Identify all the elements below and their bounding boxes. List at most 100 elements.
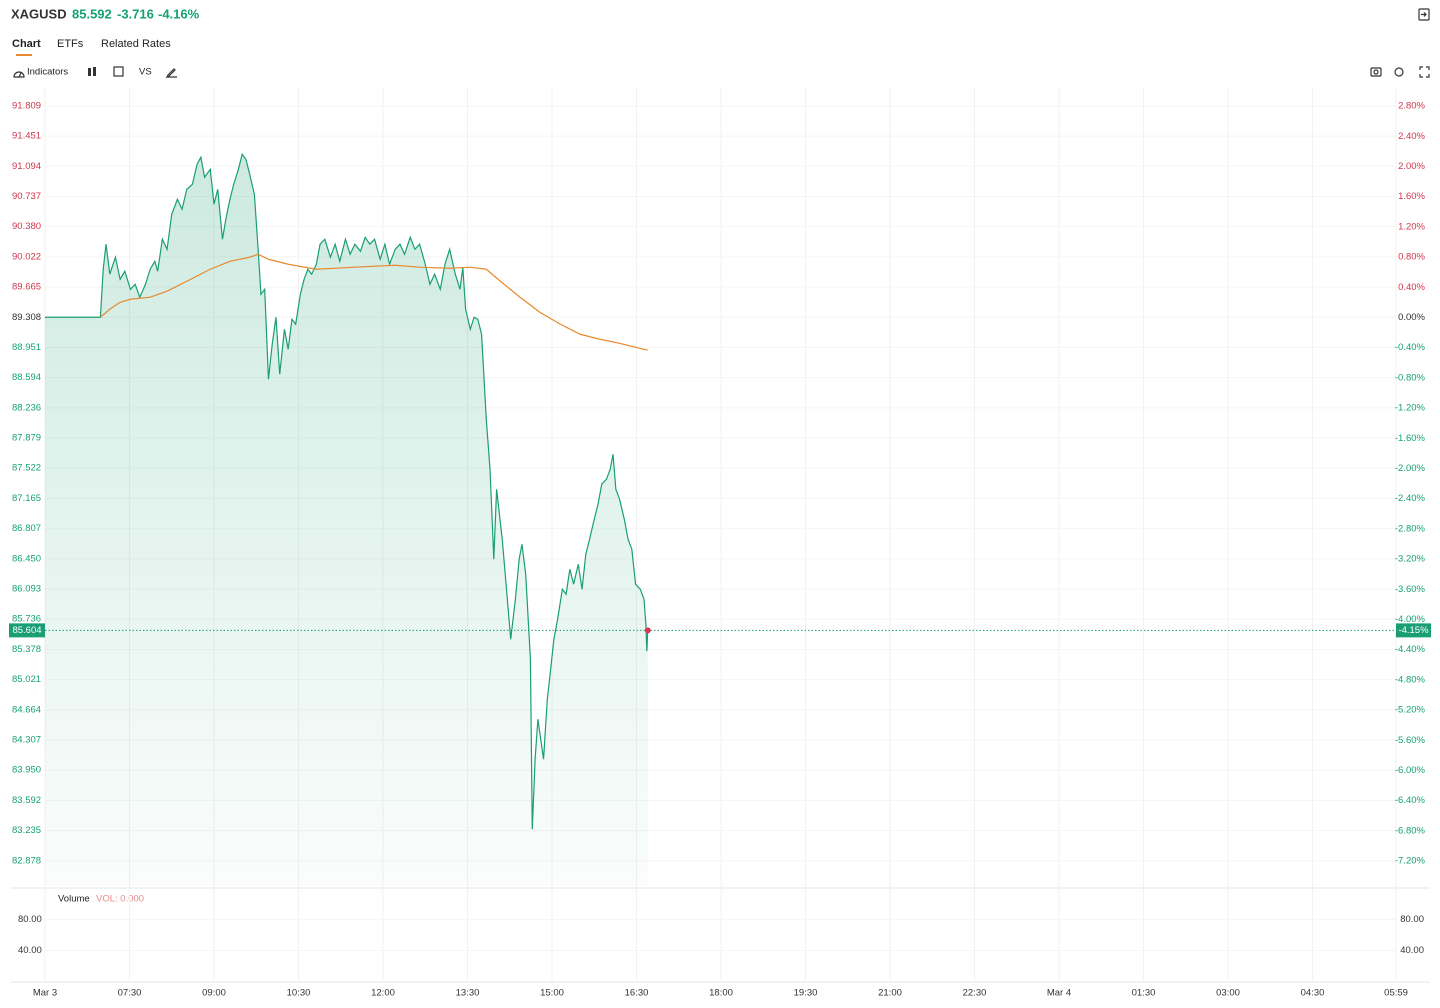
y2-tick-label: 0.00% (1398, 312, 1425, 323)
x-tick-label: 03:00 (1216, 988, 1240, 999)
tab[interactable]: ETFs (57, 38, 84, 50)
y-tick-label: 87.165 (12, 493, 41, 504)
x-tick-label: 07:30 (118, 988, 142, 999)
y2-tick-label: -6.40% (1395, 795, 1426, 806)
last-change-badge (1396, 623, 1431, 638)
y-tick-label: 89.665 (12, 282, 41, 293)
y-tick-label: 83.592 (12, 795, 41, 806)
x-tick-label: 01:30 (1132, 988, 1156, 999)
x-tick-label: 18:00 (709, 988, 733, 999)
settings-icon[interactable] (1394, 67, 1404, 77)
y2-tick-label: 1.20% (1398, 221, 1425, 232)
y2-tick-label: 1.60% (1398, 191, 1425, 202)
y2-tick-label: -6.80% (1395, 825, 1426, 836)
last-price-label: 85.604 (12, 625, 41, 636)
x-tick-label: 16:30 (625, 988, 649, 999)
average-line (100, 253, 648, 351)
volume-tick-label: 80.00 (1400, 914, 1424, 925)
y-tick-label: 91.451 (12, 131, 41, 142)
y2-tick-label: -1.20% (1395, 403, 1426, 414)
y-tick-label: 86.807 (12, 523, 41, 534)
y2-tick-label: -2.40% (1395, 493, 1426, 504)
compare-button[interactable]: VS (139, 67, 152, 78)
y-tick-label: 91.809 (12, 100, 41, 111)
y-tick-label: 83.235 (12, 825, 41, 836)
x-tick-label: 10:30 (287, 988, 311, 999)
y2-tick-label: -6.00% (1395, 765, 1426, 776)
indicators-button[interactable] (13, 71, 25, 78)
y2-tick-label: 0.40% (1398, 282, 1425, 293)
x-tick-label: 22:30 (963, 988, 987, 999)
tab[interactable]: Related Rates (101, 38, 171, 50)
y-tick-label: 84.664 (12, 704, 41, 715)
y-tick-label: 83.950 (12, 765, 41, 776)
y2-tick-label: 2.00% (1398, 161, 1425, 172)
y-tick-label: 85.736 (12, 614, 41, 625)
x-tick-label: 19:30 (794, 988, 818, 999)
y2-tick-label: 2.80% (1398, 101, 1425, 112)
exit-icon[interactable] (1418, 8, 1430, 21)
x-tick-label: 12:00 (371, 988, 395, 999)
y2-tick-label: -1.60% (1395, 433, 1426, 444)
price: 85.592 (72, 6, 112, 21)
volume-label: VOL: 0.000 (96, 894, 144, 905)
y2-tick-label: 0.80% (1398, 252, 1425, 263)
y-tick-label: 86.450 (12, 553, 41, 564)
y2-tick-label: -4.80% (1395, 674, 1426, 685)
y-tick-label: 82.878 (12, 855, 41, 866)
y2-tick-label: -2.00% (1395, 463, 1426, 474)
x-tick-label: Mar 3 (33, 988, 57, 999)
x-tick-label: 15:00 (540, 988, 564, 999)
y2-tick-label: -5.20% (1395, 705, 1426, 716)
volume-title: Volume (58, 894, 90, 905)
y2-tick-label: -2.80% (1395, 523, 1426, 534)
x-tick-label: 21:00 (878, 988, 902, 999)
y-tick-label: 85.378 (12, 644, 41, 655)
draw-icon[interactable] (165, 68, 177, 79)
candle-icon[interactable] (88, 67, 96, 76)
price-line (45, 152, 649, 830)
y-tick-label: 87.522 (12, 463, 41, 474)
x-tick-label: 04:30 (1301, 988, 1325, 999)
last-point (644, 627, 651, 634)
y-tick-label: 90.022 (12, 251, 41, 262)
y-tick-label: 86.093 (12, 584, 41, 595)
volume-tick-label: 40.00 (1400, 945, 1424, 956)
indicators-label[interactable]: Indicators (27, 67, 68, 78)
y2-tick-label: -0.40% (1395, 342, 1426, 353)
change: -3.716 (117, 6, 154, 21)
shape-icon[interactable] (113, 66, 124, 77)
y2-tick-label: -5.60% (1395, 735, 1426, 746)
tab-underline (16, 54, 32, 56)
fullscreen-icon[interactable] (1419, 66, 1430, 78)
y-tick-label: 88.236 (12, 402, 41, 413)
x-tick-label: Mar 4 (1047, 988, 1071, 999)
x-tick-label: 09:00 (202, 988, 226, 999)
x-tick-label: 13:30 (456, 988, 480, 999)
y-tick-label: 87.879 (12, 433, 41, 444)
camera-icon[interactable] (1370, 67, 1382, 77)
y2-tick-label: -7.20% (1395, 856, 1426, 867)
y-tick-label: 90.737 (12, 191, 41, 202)
volume-tick-label: 80.00 (18, 914, 42, 925)
y2-tick-label: -4.40% (1395, 644, 1426, 655)
symbol: XAGUSD (11, 6, 67, 21)
y-tick-label: 85.021 (12, 674, 41, 685)
y-tick-label: 90.380 (12, 221, 41, 232)
y-tick-label: 89.308 (12, 312, 41, 323)
y-tick-label: 88.951 (12, 342, 41, 353)
last-change-label: -4.15% (1398, 625, 1429, 636)
area-fill (45, 154, 648, 886)
volume-tick-label: 40.00 (18, 945, 42, 956)
change-pct: -4.16% (158, 6, 200, 21)
y-tick-label: 91.094 (12, 161, 41, 172)
tab[interactable]: Chart (12, 38, 41, 50)
y2-tick-label: 2.40% (1398, 131, 1425, 142)
y2-tick-label: -4.00% (1395, 614, 1426, 625)
y2-tick-label: -3.60% (1395, 584, 1426, 595)
last-price-badge (9, 623, 45, 638)
y2-tick-label: -3.20% (1395, 554, 1426, 565)
y-tick-label: 84.307 (12, 735, 41, 746)
